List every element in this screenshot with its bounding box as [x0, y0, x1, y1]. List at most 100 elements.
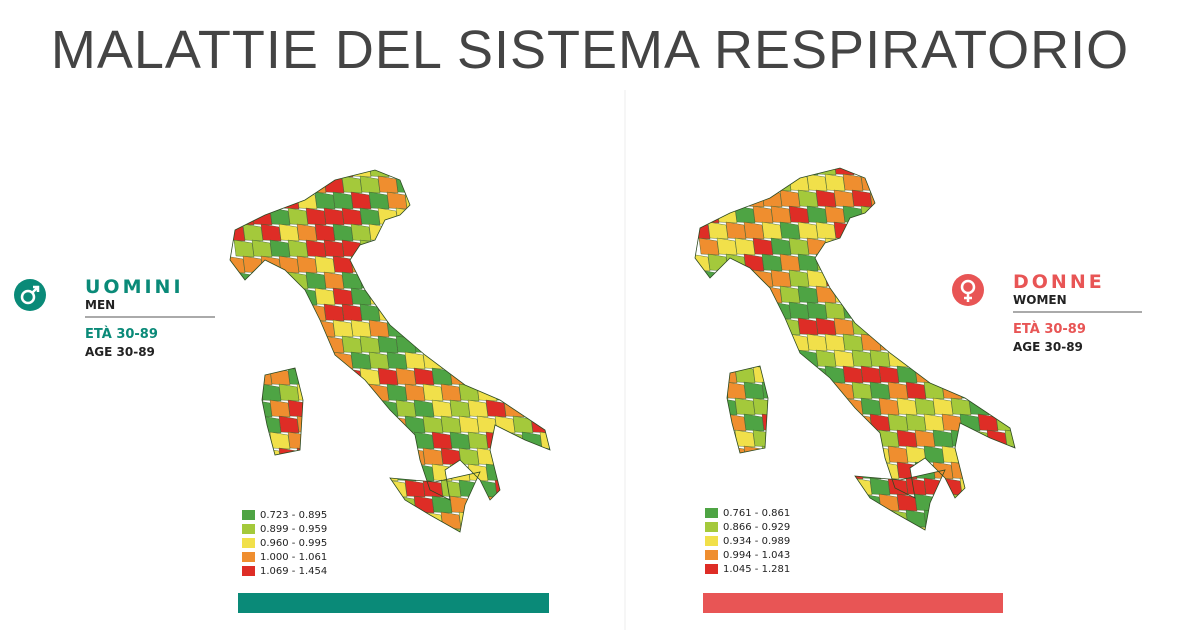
province [251, 239, 273, 258]
province [440, 415, 462, 434]
province [815, 285, 837, 304]
province [431, 431, 453, 450]
province [695, 253, 711, 272]
province [752, 205, 774, 224]
province [860, 365, 882, 384]
sex-sublabel: MEN [85, 298, 115, 312]
sex-label: DONNE [1013, 271, 1105, 293]
province [350, 351, 372, 370]
province [431, 367, 453, 386]
province [314, 287, 336, 306]
province [932, 397, 954, 416]
province [896, 493, 918, 512]
province [431, 495, 453, 514]
province [788, 301, 810, 320]
province [806, 301, 828, 320]
province [842, 333, 864, 352]
province [833, 317, 855, 336]
province [359, 335, 381, 354]
province [332, 319, 354, 338]
province [278, 255, 300, 274]
province [368, 191, 390, 210]
province [950, 397, 972, 416]
province [359, 303, 381, 322]
province [761, 253, 783, 272]
province [512, 415, 534, 434]
province [395, 399, 417, 418]
province [341, 175, 363, 194]
province [332, 191, 354, 210]
province [878, 365, 900, 384]
sex-symbol [31, 285, 40, 294]
province [233, 239, 255, 258]
province [305, 207, 327, 226]
province [923, 413, 945, 432]
province [725, 221, 747, 240]
province [914, 429, 936, 448]
province [698, 237, 720, 256]
province [743, 381, 765, 400]
province [806, 173, 828, 192]
province [743, 221, 765, 240]
province [377, 335, 399, 354]
province [770, 205, 792, 224]
accent-bar [238, 593, 549, 613]
province [824, 333, 846, 352]
province [359, 175, 381, 194]
province [824, 173, 846, 192]
province [458, 447, 480, 466]
province [1004, 429, 1015, 448]
province [350, 319, 372, 338]
province [788, 269, 810, 288]
province [806, 269, 828, 288]
province [377, 175, 399, 194]
province [923, 445, 945, 464]
province [842, 365, 864, 384]
province [386, 351, 408, 370]
province [851, 349, 873, 368]
province [806, 205, 828, 224]
province [305, 271, 327, 290]
province [770, 237, 792, 256]
province [779, 221, 801, 240]
province [341, 335, 363, 354]
legend-label: 0.761 - 0.861 [723, 508, 790, 519]
legend-swatch [242, 566, 255, 576]
province [770, 269, 792, 288]
province [860, 397, 882, 416]
province [467, 431, 489, 450]
province [743, 413, 765, 432]
province [842, 173, 864, 192]
sex-symbol [964, 293, 972, 302]
province [905, 381, 927, 400]
province [788, 237, 810, 256]
province [815, 349, 837, 368]
province [323, 271, 345, 290]
legend-swatch [705, 508, 718, 518]
legend-swatch [705, 536, 718, 546]
province [752, 237, 774, 256]
province [359, 207, 381, 226]
province [449, 431, 471, 450]
province [779, 189, 801, 208]
province [833, 349, 855, 368]
age-label: ETÀ 30-89 [1013, 321, 1086, 337]
legend-swatch [705, 550, 718, 560]
province [734, 397, 756, 416]
province [878, 397, 900, 416]
legend-label: 1.069 - 1.454 [260, 566, 327, 577]
province [404, 383, 426, 402]
legend-label: 1.000 - 1.061 [260, 552, 327, 563]
title: MALATTIE DEL SISTEMA RESPIRATORIO [51, 20, 1129, 80]
province [314, 255, 336, 274]
province [458, 415, 480, 434]
province [278, 223, 300, 242]
province [278, 415, 300, 434]
province [914, 397, 936, 416]
province [296, 255, 318, 274]
sex-icon [952, 274, 984, 306]
legend-label: 0.994 - 1.043 [723, 550, 790, 561]
province [431, 399, 453, 418]
